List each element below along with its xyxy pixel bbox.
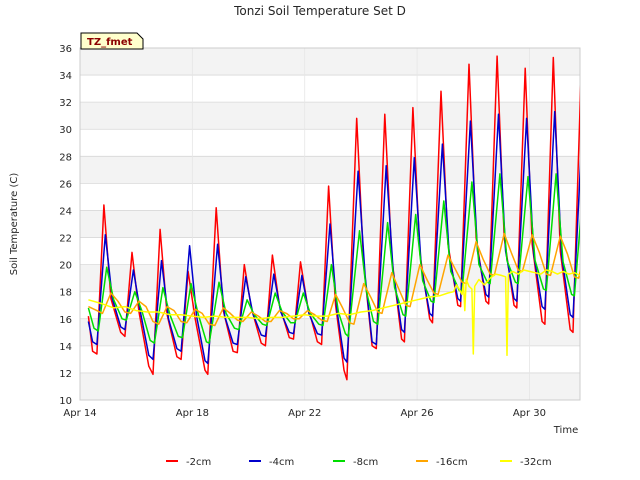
legend-label: -8cm: [353, 457, 378, 468]
grid-band: [80, 372, 580, 400]
legend-item: -16cm: [416, 457, 468, 468]
series-line-minus-32cm: [88, 269, 580, 357]
y-tick-label: 20: [59, 261, 72, 272]
site-badge-box: [80, 32, 144, 50]
y-tick-label: 24: [59, 206, 72, 217]
site-badge: TZ_fmet: [80, 32, 144, 50]
legend-item: -8cm: [333, 457, 378, 468]
legend-item: -4cm: [249, 457, 294, 468]
y-tick-label: 22: [59, 234, 72, 245]
legend-label: -4cm: [269, 457, 294, 468]
x-axis-label: Time: [553, 425, 578, 436]
y-tick-label: 14: [59, 342, 72, 353]
x-axis: Apr 14 Apr 18 Apr 22 Apr 26 Apr 30: [63, 408, 546, 419]
y-tick-label: 10: [59, 396, 72, 407]
grid-band: [80, 156, 580, 184]
y-tick-label: 34: [59, 71, 72, 82]
legend-item: -32cm: [500, 457, 552, 468]
x-tick-label: Apr 18: [176, 408, 209, 419]
series-line-minus-16cm: [88, 232, 580, 327]
y-tick-label: 16: [59, 315, 72, 326]
grid-band: [80, 102, 580, 130]
legend-item: -2cm: [166, 457, 211, 468]
site-badge-label: TZ_fmet: [87, 37, 133, 48]
y-tick-label: 18: [59, 288, 72, 299]
y-axis-label: Soil Temperature (C): [9, 173, 20, 276]
legend: -2cm -4cm -8cm -16cm -32cm: [166, 457, 552, 468]
x-tick-label: Apr 26: [400, 408, 433, 419]
grid-band: [80, 318, 580, 346]
grid-band: [80, 129, 580, 157]
grid-band: [80, 75, 580, 103]
x-tick-label: Apr 14: [63, 408, 96, 419]
legend-label: -32cm: [520, 457, 552, 468]
y-tick-label: 36: [59, 44, 72, 55]
x-tick-label: Apr 22: [288, 408, 321, 419]
chart-title: Tonzi Soil Temperature Set D: [233, 4, 406, 18]
grid-band: [80, 345, 580, 373]
grid-band: [80, 48, 580, 76]
legend-label: -2cm: [186, 457, 211, 468]
y-tick-label: 12: [59, 369, 72, 380]
x-tick-label: Apr 30: [513, 408, 546, 419]
y-tick-label: 32: [59, 98, 72, 109]
y-axis: 10 12 14 16 18 20 22 24 26 28 30 32 34 36: [59, 44, 72, 407]
y-tick-label: 26: [59, 179, 72, 190]
legend-label: -16cm: [436, 457, 468, 468]
y-tick-label: 28: [59, 152, 72, 163]
series-lines: [87, 55, 580, 381]
y-tick-label: 30: [59, 125, 72, 136]
